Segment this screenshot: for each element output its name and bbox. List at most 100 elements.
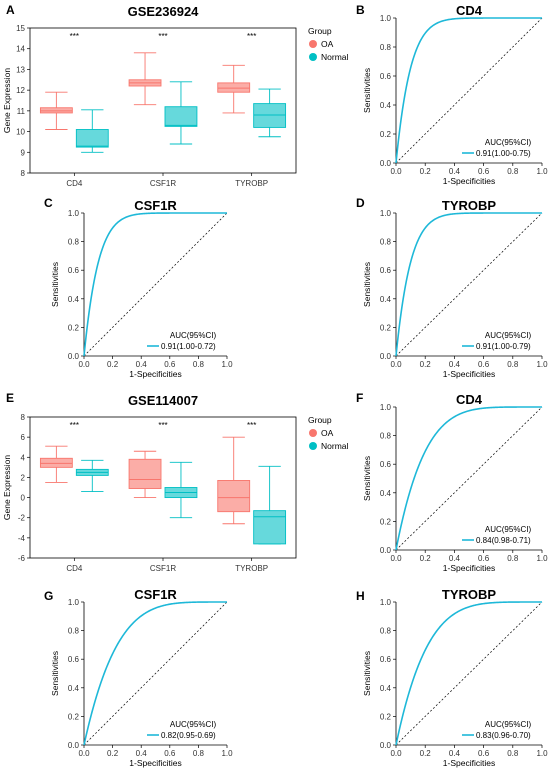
box-oa-csf1r	[128, 450, 162, 499]
box-normal-cd4	[75, 109, 109, 153]
significance-label: ***	[70, 421, 79, 430]
panel-letter: E	[6, 391, 14, 405]
x-tick-label: 0.0	[78, 749, 90, 758]
y-tick-label: 0.2	[380, 130, 392, 139]
box-body	[217, 82, 251, 93]
panel-letter: D	[356, 196, 365, 210]
box-normal-cd4	[75, 459, 109, 492]
x-tick-label: 0.6	[478, 554, 490, 563]
y-tick-label: 0.2	[380, 517, 392, 526]
x-tick-label: 1.0	[536, 749, 548, 758]
x-tick-label: 0.2	[420, 749, 432, 758]
y-tick-label: 6	[21, 433, 26, 442]
box-normal-tyrobp	[253, 88, 287, 138]
panel-title: CSF1R	[134, 587, 177, 602]
legend-title: AUC(95%CI)	[485, 138, 532, 147]
y-tick-label: 0.8	[380, 627, 392, 636]
x-tick-label: 0.0	[390, 554, 402, 563]
x-tick-label: CSF1R	[150, 564, 176, 573]
legend-title: AUC(95%CI)	[485, 331, 532, 340]
x-tick-label: 0.2	[420, 360, 432, 369]
y-tick-label: 0.6	[380, 266, 392, 275]
significance-label: ***	[247, 421, 256, 430]
legend-label: 0.83(0.96-0.70)	[476, 731, 531, 740]
x-tick-label: 1.0	[536, 167, 548, 176]
y-tick-label: 0.6	[68, 655, 80, 664]
significance-label: ***	[247, 32, 256, 41]
y-tick-label: 0.0	[380, 352, 392, 361]
x-axis-label: 1-Specificities	[443, 176, 495, 186]
x-tick-label: 0.8	[507, 360, 519, 369]
box-body	[164, 106, 198, 127]
y-tick-label: 2	[21, 473, 26, 482]
legend-label: 0.91(1.00-0.79)	[476, 342, 531, 351]
y-tick-label: 0.4	[380, 684, 392, 693]
panel-letter: H	[356, 589, 365, 603]
x-tick-label: 0.2	[107, 749, 119, 758]
panel-letter: C	[44, 196, 53, 210]
y-axis-label: Sensitivities	[50, 651, 60, 696]
y-tick-label: 0.4	[68, 295, 80, 304]
y-tick-label: 0.4	[380, 295, 392, 304]
y-tick-label: 0.0	[380, 546, 392, 555]
y-tick-label: 0.0	[68, 741, 80, 750]
panel-B: B CD4 0.00.0 0.2 0.2 0.4 0.4 0.6 0.6 0.8 0.8 1.0 1.0…	[356, 3, 548, 186]
legend-label: OA	[321, 428, 334, 438]
legend-swatch	[309, 429, 317, 437]
y-tick-label: 12	[16, 86, 25, 95]
y-tick-label: 0.6	[380, 460, 392, 469]
panel-G: G CSF1R 0.00.0 0.2 0.2 0.4 0.4 0.6 0.6 0.8 0.8 1.0 1…	[44, 587, 233, 768]
box-oa-tyrobp	[217, 436, 251, 525]
panel-A: A GSE236924 8 9 10 11 12 13 14 15 Gene Expression C…	[2, 3, 349, 188]
plot-frame	[29, 27, 297, 174]
x-tick-label: 0.6	[478, 749, 490, 758]
box-normal-csf1r	[164, 81, 198, 145]
x-tick-label: 0.4	[449, 749, 461, 758]
box-normal-csf1r	[164, 461, 198, 519]
box-oa-csf1r	[128, 52, 162, 106]
x-tick-label: 0.4	[449, 167, 461, 176]
legend-title: AUC(95%CI)	[485, 525, 532, 534]
x-tick-label: 0.0	[390, 167, 402, 176]
y-tick-label: -4	[18, 534, 26, 543]
x-tick-label: TYROBP	[235, 179, 268, 188]
panel-E: E GSE114007 -6 -4 -2 0 2 4 6 8 Gene Expression CD4 *…	[2, 391, 349, 573]
x-tick-label: 0.4	[449, 554, 461, 563]
box-normal-tyrobp	[253, 465, 287, 545]
x-tick-label: 0.8	[193, 360, 205, 369]
panel-D: D TYROBP 0.00.0 0.2 0.2 0.4 0.4 0.6 0.6 0.8 0.8 1.0…	[356, 196, 548, 379]
significance-label: ***	[158, 421, 167, 430]
box-body	[128, 458, 162, 489]
y-tick-label: 0.0	[380, 159, 392, 168]
y-tick-label: 0.8	[380, 238, 392, 247]
y-axis-label: Sensitivities	[362, 262, 372, 307]
x-tick-label: 0.0	[390, 749, 402, 758]
x-tick-label: 0.8	[193, 749, 205, 758]
y-tick-label: 1.0	[68, 598, 80, 607]
legend-title: AUC(95%CI)	[170, 331, 217, 340]
y-tick-label: 0.4	[380, 101, 392, 110]
y-tick-label: 1.0	[380, 14, 392, 23]
significance-label: ***	[70, 32, 79, 41]
legend-label: 0.82(0.95-0.69)	[161, 731, 216, 740]
y-tick-label: 0.4	[68, 684, 80, 693]
y-tick-label: 0.2	[68, 712, 80, 721]
legend-title: AUC(95%CI)	[170, 720, 217, 729]
box-oa-tyrobp	[217, 64, 251, 114]
legend-title: Group	[308, 415, 332, 425]
x-tick-label: 0.2	[420, 554, 432, 563]
roc-curve	[83, 212, 227, 357]
y-tick-label: 1.0	[380, 598, 392, 607]
x-tick-label: 0.6	[478, 360, 490, 369]
x-tick-label: CD4	[66, 179, 83, 188]
y-tick-label: 0.2	[68, 323, 80, 332]
x-tick-label: 0.4	[136, 749, 148, 758]
y-tick-label: 1.0	[68, 209, 80, 218]
panel-title: CSF1R	[134, 198, 177, 213]
legend-label: OA	[321, 39, 334, 49]
legend-label: 0.91(1.00-0.72)	[161, 342, 216, 351]
y-tick-label: 14	[16, 45, 25, 54]
y-axis-label: Sensitivities	[362, 68, 372, 113]
x-tick-label: CSF1R	[150, 179, 176, 188]
x-tick-label: 0.2	[420, 167, 432, 176]
